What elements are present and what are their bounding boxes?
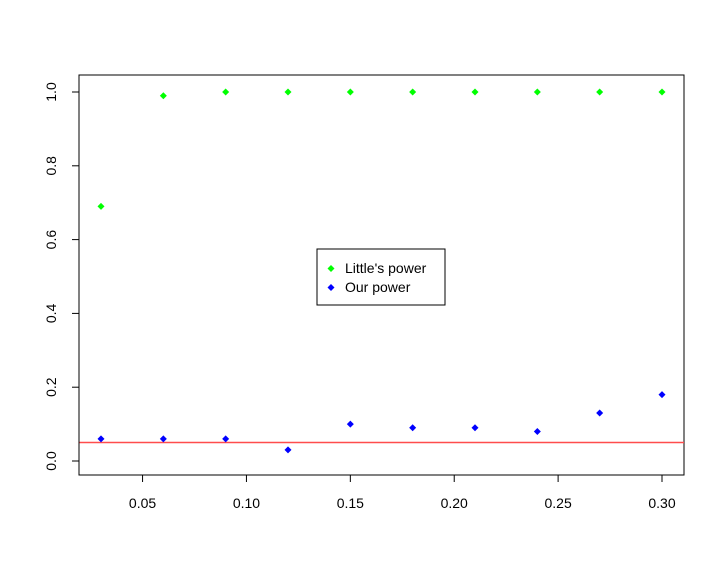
y-tick-label: 0.8 [43, 156, 59, 176]
x-tick-label: 0.05 [129, 495, 156, 511]
point-series-1 [346, 420, 354, 428]
data-points [97, 88, 666, 454]
x-axis: 0.05 0.10 0.15 0.20 0.25 0.30 [129, 474, 676, 511]
x-tick-label: 0.15 [337, 495, 364, 511]
point-series-0 [346, 88, 354, 96]
x-tick-label: 0.30 [648, 495, 675, 511]
legend-box [316, 248, 446, 306]
x-tick-label: 0.25 [544, 495, 571, 511]
y-axis: 0.0 0.2 0.4 0.6 0.8 1.0 [43, 82, 80, 471]
point-series-1 [159, 435, 167, 443]
y-tick-label: 1.0 [43, 82, 59, 102]
point-series-1 [97, 435, 105, 443]
point-series-0 [284, 88, 292, 96]
point-series-0 [533, 88, 541, 96]
point-series-0 [471, 88, 479, 96]
point-series-1 [409, 424, 417, 432]
y-tick-label: 0.6 [43, 230, 59, 250]
point-series-1 [533, 427, 541, 435]
point-series-1 [222, 435, 230, 443]
legend-marker-0 [327, 265, 335, 272]
point-series-0 [159, 92, 167, 100]
point-series-0 [222, 88, 230, 96]
point-series-1 [284, 446, 292, 454]
y-tick-label: 0.0 [43, 451, 59, 471]
y-tick-label: 0.4 [43, 303, 59, 323]
point-series-0 [97, 202, 105, 210]
x-tick-label: 0.10 [233, 495, 260, 511]
point-series-1 [596, 409, 604, 417]
legend-label-1: Our power [345, 279, 411, 295]
point-series-0 [409, 88, 417, 96]
point-series-0 [596, 88, 604, 96]
legend-marker-1 [327, 284, 335, 291]
x-tick-label: 0.20 [441, 495, 468, 511]
point-series-0 [658, 88, 666, 96]
legend: Little's power Our power [316, 248, 446, 306]
y-tick-label: 0.2 [43, 377, 59, 397]
point-series-1 [658, 391, 666, 399]
legend-label-0: Little's power [345, 260, 427, 276]
point-series-1 [471, 424, 479, 432]
